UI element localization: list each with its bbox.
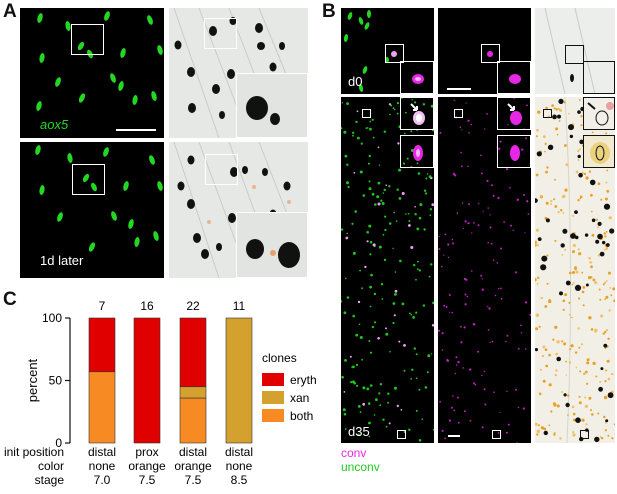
y-axis-label: percent (25, 358, 40, 402)
roi-box (397, 430, 406, 439)
roi-box (454, 109, 463, 118)
legend-title: clones (262, 351, 297, 365)
category-label: none (226, 459, 253, 473)
legend-swatch-xan (262, 391, 284, 404)
roi-box (72, 164, 105, 195)
1d-later-label: 1d later (40, 253, 84, 268)
bar-eryth (88, 317, 116, 373)
bar-eryth (179, 317, 207, 388)
roi-box (362, 109, 371, 118)
panel-b-letter: B (322, 1, 336, 22)
roi-box (385, 44, 404, 63)
inset-zoom (583, 61, 615, 94)
panel-b-d0-bright (535, 8, 615, 94)
panel-a-bright-bottom (169, 142, 308, 278)
category-label: none (89, 459, 116, 473)
y-tick-label: 0 (55, 436, 62, 450)
bar-both (179, 397, 207, 444)
green-speckles (341, 97, 434, 442)
row-header: stage (35, 473, 65, 487)
roi-box (492, 430, 501, 439)
bar-eryth (133, 317, 161, 444)
inset-zoom (400, 135, 434, 168)
scale-bar (116, 129, 156, 131)
legend-label-both: both (290, 409, 313, 423)
roi-box (71, 24, 104, 55)
bar-count-label: 22 (186, 299, 200, 313)
bar-xan (225, 317, 253, 444)
category-label: distal (88, 445, 116, 459)
panel-a-fluor-top: aox5 (20, 8, 164, 138)
aox5-label: aox5 (40, 117, 69, 132)
scale-bar (447, 88, 471, 90)
legend-label-eryth: eryth (290, 373, 317, 387)
category-label: distal (179, 445, 207, 459)
panel-a-bright-top (169, 8, 308, 138)
inset-zoom (583, 135, 615, 168)
panel-b-d0-magenta (438, 8, 531, 94)
row-header: init position (4, 445, 64, 459)
bar-both (88, 371, 116, 444)
inset-zoom (497, 61, 531, 94)
category-label: 8.5 (231, 473, 248, 487)
legend-swatch-both (262, 409, 284, 422)
inset-zoom (400, 61, 434, 94)
bar-count-label: 11 (233, 299, 246, 313)
roi-box (481, 44, 500, 63)
inset-zoom (400, 97, 434, 130)
category-label: orange (128, 459, 166, 473)
stacked-bar-chart: 0 50 100 percent 7 16 22 11 clones eryth xan both in… (4, 299, 317, 487)
panel-c-letter: C (3, 289, 17, 310)
panel-b-d35-green: d35 (341, 97, 434, 443)
category-label: prox (135, 445, 158, 459)
category-label: 7.5 (185, 473, 202, 487)
green-cells-top (36, 11, 163, 111)
roi-box (205, 154, 238, 185)
panel-b-d0-green: d0 (341, 8, 434, 94)
legend-label-xan: xan (290, 391, 309, 405)
inset-zoom (497, 97, 531, 130)
panel-a-letter: A (3, 1, 17, 22)
roi-box (580, 430, 589, 439)
roi-box (543, 109, 552, 118)
scale-bar (448, 435, 460, 437)
category-label: 7.5 (139, 473, 156, 487)
roi-box (565, 45, 584, 64)
bar-count-label: 7 (99, 299, 106, 313)
inset-zoom (236, 73, 308, 138)
row-header: color (38, 459, 64, 473)
category-label: distal (225, 445, 253, 459)
bar-xan (179, 386, 207, 399)
d0-label: d0 (348, 74, 363, 89)
panel-b-d35-magenta (438, 97, 531, 443)
legend-swatch-eryth (262, 373, 284, 386)
panel-a-fluor-bottom: 1d later (20, 142, 164, 278)
green-cells-bottom (35, 145, 163, 252)
panel-b-d35-bright (535, 97, 615, 443)
y-tick-label: 100 (42, 311, 62, 325)
category-label: orange (174, 459, 212, 473)
category-label: 7.0 (94, 473, 111, 487)
legend-unconv: unconv (341, 460, 380, 474)
inset-zoom (497, 135, 531, 168)
inset-zoom (236, 212, 308, 278)
d35-label: d35 (348, 424, 370, 439)
legend-conv: conv (341, 446, 367, 460)
y-tick-label: 50 (49, 374, 63, 388)
inset-zoom (583, 97, 615, 130)
roi-box (204, 18, 237, 49)
bar-count-label: 16 (140, 299, 154, 313)
